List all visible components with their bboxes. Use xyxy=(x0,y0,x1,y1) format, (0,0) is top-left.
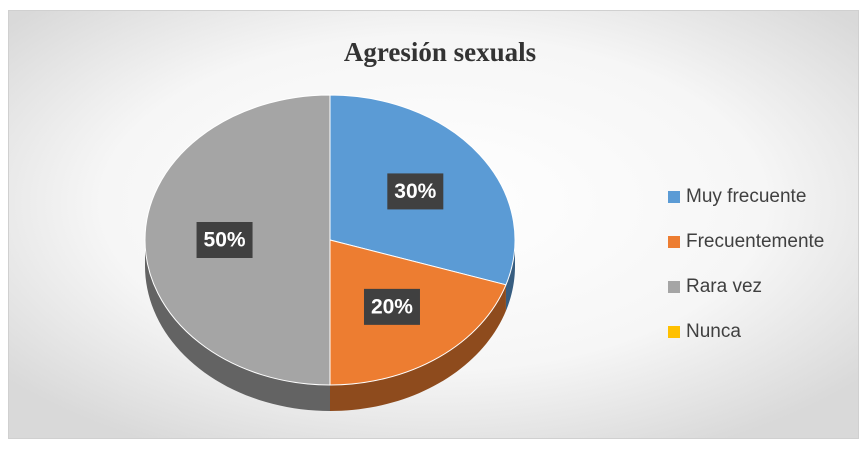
legend-label: Muy frecuente xyxy=(686,186,806,207)
data-label-box xyxy=(363,288,420,325)
data-label: 20% xyxy=(371,295,413,318)
legend-swatch xyxy=(668,236,680,248)
pie-side xyxy=(330,284,506,411)
legend-label: Rara vez xyxy=(686,276,762,297)
legend-swatch xyxy=(668,281,680,293)
data-label-box xyxy=(196,222,253,258)
legend-swatch xyxy=(668,326,680,338)
legend-label: Nunca xyxy=(686,321,741,342)
chart-title: Agresión sexuals xyxy=(344,37,536,67)
data-label-box xyxy=(387,173,444,210)
pie-side xyxy=(505,240,515,311)
pie-side xyxy=(145,240,330,411)
legend-label: Frecuentemente xyxy=(686,231,824,252)
data-label: 30% xyxy=(394,180,436,203)
data-label: 50% xyxy=(204,229,246,252)
legend-swatch xyxy=(668,191,680,203)
